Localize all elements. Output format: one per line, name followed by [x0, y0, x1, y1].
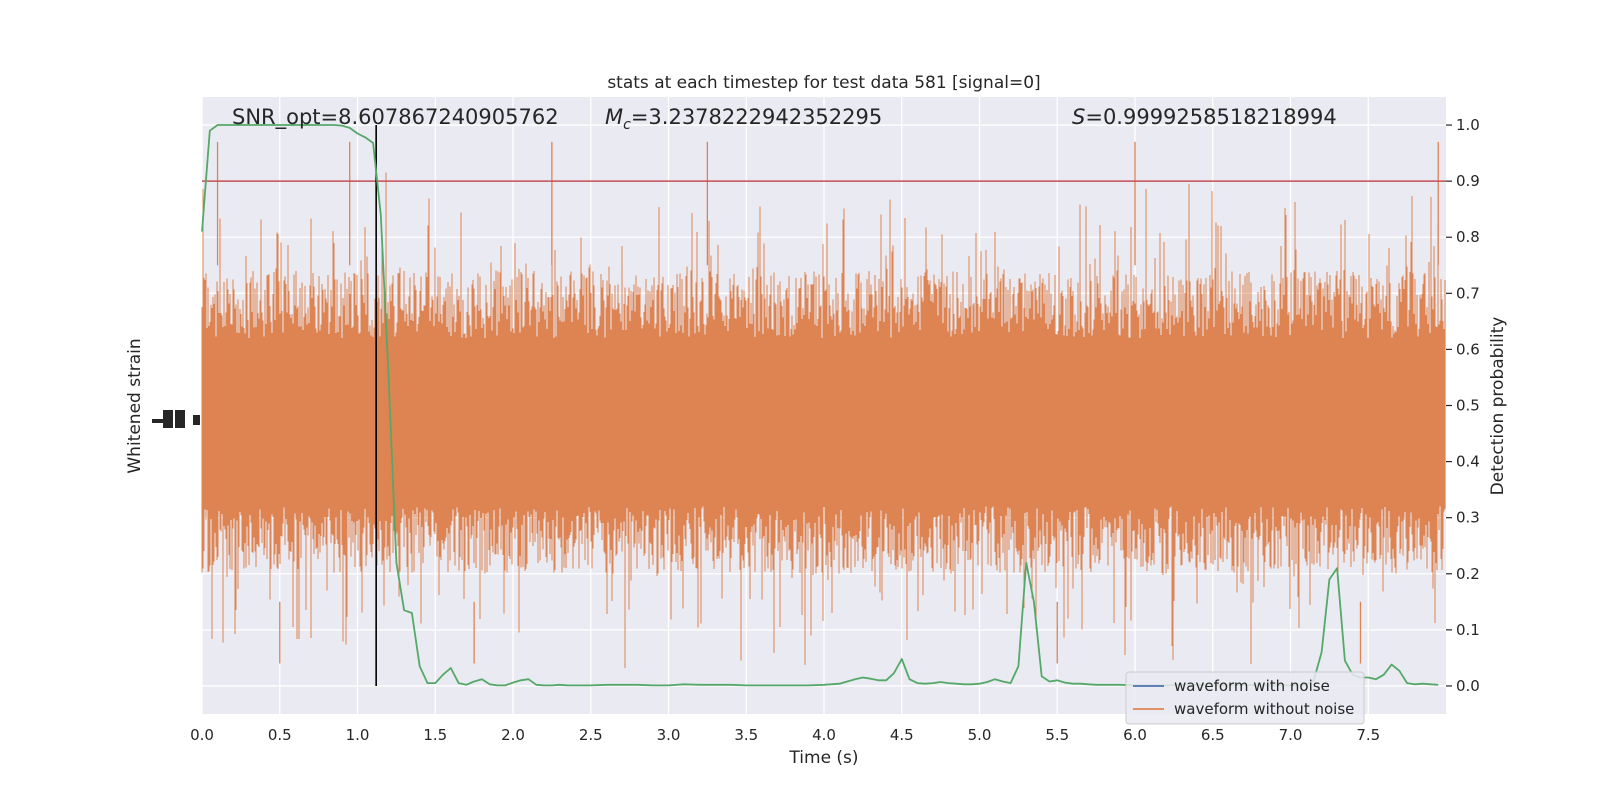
x-tick-label: 4.5	[890, 726, 914, 744]
chirp-mass-annotation: Mc=3.2378222942352295	[605, 105, 882, 133]
chart-title: stats at each timestep for test data 581…	[607, 73, 1040, 93]
x-tick-label: 0.0	[190, 726, 214, 744]
x-tick-label: 5.5	[1045, 726, 1069, 744]
axes: 0.0 0.5 1.0 1.5 2.0 2.5 3.0 3.5 4.0 4.5 5.0 5.5 6.0 6…	[190, 116, 1480, 744]
y-tick-label: 0.7	[1456, 284, 1480, 302]
legend-box	[1125, 671, 1365, 725]
x-tick-label: 3.5	[734, 726, 758, 744]
s-annotation: S=0.9999258518218994	[1072, 105, 1337, 129]
x-tick-label: 1.0	[346, 726, 370, 744]
y-tick-label: 0.6	[1456, 340, 1480, 358]
y-axis-label-right: Detection probability	[1488, 317, 1508, 496]
y-tick-label: 1.0	[1456, 116, 1480, 134]
x-tick-label: 5.0	[968, 726, 992, 744]
legend-label-without-noise: waveform without noise	[1174, 700, 1354, 718]
y-tick-label: 0.0	[1456, 677, 1480, 695]
y-tick-label: 0.8	[1456, 228, 1480, 246]
x-tick-label: 7.5	[1356, 726, 1380, 744]
legend-label-with-noise: waveform with noise	[1174, 677, 1330, 695]
waveform-without-noise-line	[201, 172, 1446, 668]
x-tick-label: 0.5	[268, 726, 292, 744]
y-tick-label: 0.2	[1456, 565, 1480, 583]
chirp-mass-symbol: M	[605, 105, 623, 129]
y-tick-label: 0.3	[1456, 509, 1480, 527]
waveform-without-noise-trace	[201, 141, 1446, 668]
chirp-mass-subscript: c	[623, 117, 631, 133]
y-tick-label: 0.1	[1456, 621, 1480, 639]
left-axis-overlapping-ticks	[152, 410, 200, 428]
s-value: =0.9999258518218994	[1085, 105, 1336, 129]
y-axis-label-left: Whitened strain	[125, 338, 145, 473]
y-tick-label: 0.9	[1456, 172, 1480, 190]
x-tick-label: 1.5	[423, 726, 447, 744]
x-axis-label: Time (s)	[788, 748, 858, 768]
x-tick-label: 2.0	[501, 726, 525, 744]
y-tick-label: 0.4	[1456, 453, 1480, 471]
x-tick-label: 4.0	[812, 726, 836, 744]
chirp-mass-value: =3.2378222942352295	[631, 105, 882, 129]
x-tick-label: 2.5	[579, 726, 603, 744]
legend: waveform with noise waveform without noi…	[1125, 671, 1365, 725]
snr-annotation: SNR_opt=8.607867240905762	[232, 105, 559, 130]
s-symbol: S	[1072, 105, 1085, 129]
x-tick-label: 6.0	[1123, 726, 1147, 744]
x-tick-label: 3.0	[657, 726, 681, 744]
y-tick-label: 0.5	[1456, 397, 1480, 415]
x-tick-label: 6.5	[1201, 726, 1225, 744]
x-tick-label: 7.0	[1279, 726, 1303, 744]
